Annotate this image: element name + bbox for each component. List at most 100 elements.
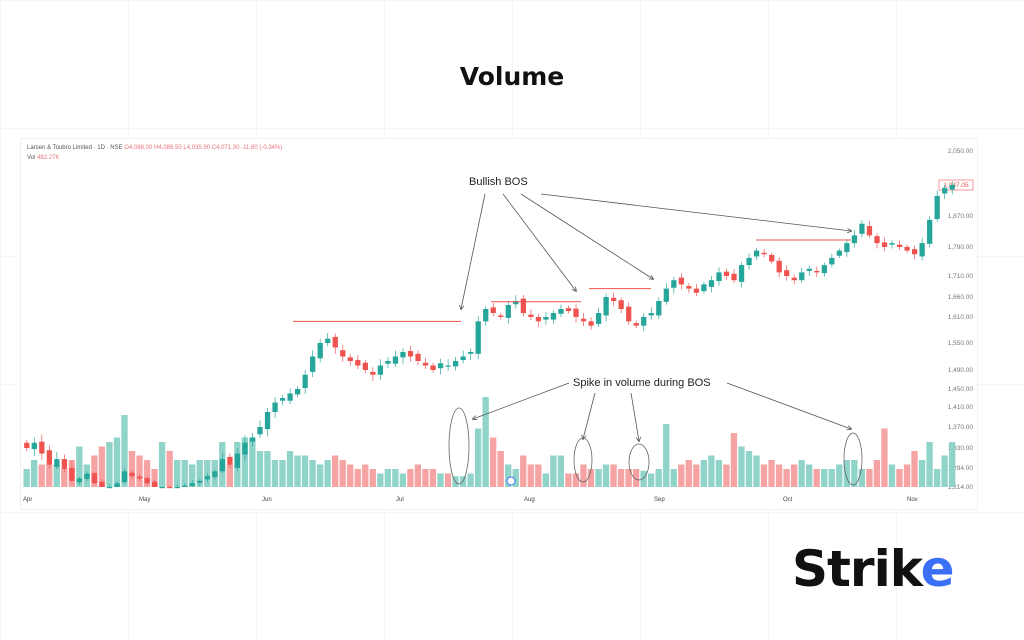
volume-bar [565,473,572,487]
volume-label: Vol [27,155,36,161]
volume-bar [91,455,98,487]
candle [347,357,353,361]
candle [310,356,316,372]
volume-spike-highlight [448,407,470,485]
candle [686,286,692,289]
candle [287,393,293,401]
candle [121,471,128,483]
volume-bar [655,469,662,487]
candle [911,249,918,255]
volume-bar [354,469,361,487]
y-axis-tick: 1,550.00 [948,340,974,347]
volume-bar [648,473,655,487]
volume-bar [806,464,813,487]
volume-bar [474,428,482,487]
volume-bar [324,460,331,487]
volume-bar [181,460,188,487]
candle [325,338,331,343]
logo-text: Stri [792,540,891,598]
candle [723,271,730,276]
candle [91,473,98,484]
volume-bar [738,446,745,487]
volume-bar [670,469,677,487]
volume-bar [730,433,738,487]
volume-bar [23,469,30,487]
volume-bar [663,424,670,487]
close-value: C4,071.30 [211,145,240,151]
volume-bar [693,464,700,487]
volume-bar [640,470,647,487]
volume-bar [249,437,256,487]
svg-text:1,947.05: 1,947.05 [943,182,969,189]
volume-bar [384,469,391,487]
volume-bar [512,469,519,487]
volume-bar [392,469,399,487]
volume-bar [143,460,151,487]
volume-bar [813,469,820,487]
change-value: -11.80 (-0.34%) [241,145,283,151]
volume-bar [158,442,166,487]
candle [99,481,105,487]
candle [219,459,226,472]
volume-bar [790,464,798,487]
candle [136,476,143,479]
volume-bar [46,464,53,487]
earnings-marker-icon[interactable] [506,476,516,486]
candle [603,297,609,316]
y-axis-tick: 1,660.00 [948,294,974,301]
volume-bar [828,469,835,487]
candle [84,473,90,479]
candle [513,301,519,305]
volume-bar [941,455,948,487]
volume-bar [617,469,625,487]
volume-bar [76,446,83,487]
volume-bar [316,464,324,487]
candle [716,272,722,282]
volume-bar [347,464,354,487]
volume-bar [422,469,429,487]
candlestick-chart[interactable]: Larsen & Toubro Limited · 1D · NSE O4,08… [20,138,978,510]
x-axis-tick: Jul [396,497,404,503]
y-axis-tick: 1,610.00 [948,314,974,321]
candle [234,453,241,468]
volume-bar [414,464,422,487]
current-price-tag [938,179,974,191]
volume-spike-highlight [843,432,863,486]
y-axis-tick: 1,790.00 [948,244,974,251]
candle [896,244,903,247]
candle [460,356,466,361]
candle [821,265,827,274]
candle [197,480,203,483]
volume-bar [520,455,527,487]
x-axis-tick: Jun [262,497,272,503]
y-axis-tick: 2,050.00 [948,148,974,155]
candle [678,277,685,285]
candle [272,402,278,412]
volume-bar [497,451,504,487]
volume-bar [557,455,565,487]
candle [294,389,301,395]
candle [69,468,75,481]
volume-bar [610,464,617,487]
volume-bar [760,464,768,487]
candle [377,365,384,375]
volume-bar [535,464,542,487]
candle [174,487,180,489]
low-value: L4,035.90 [183,145,211,151]
volume-bar [678,464,685,487]
candle [498,315,504,317]
candle [437,363,444,369]
x-axis-tick: Sep [654,497,665,503]
candle [565,308,572,311]
volume-bar [580,464,587,487]
candle [182,485,188,487]
volume-bar [821,469,828,487]
candle [159,487,165,489]
candle [453,361,459,367]
volume-bar [572,473,580,487]
candle [61,459,68,469]
volume-bar [113,437,121,487]
candle [799,272,805,281]
candle [580,318,587,322]
candle [949,185,955,190]
